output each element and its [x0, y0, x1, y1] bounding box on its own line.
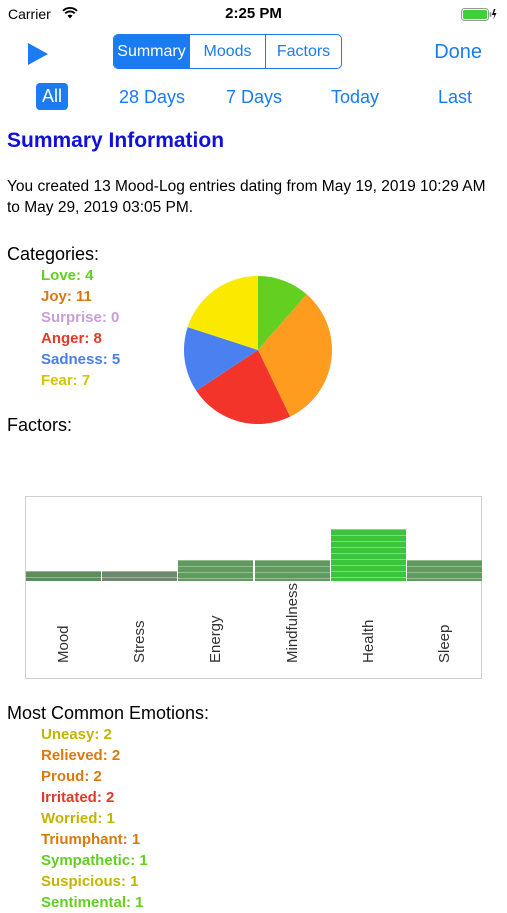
- emotion-item: Worried: 1: [41, 810, 115, 827]
- clock: 2:25 PM: [225, 5, 282, 22]
- range-tab-7-days[interactable]: 7 Days: [226, 87, 283, 107]
- factor-bar-stress: [102, 570, 178, 581]
- range-tab-28-days[interactable]: 28 Days: [119, 87, 186, 107]
- range-tab-last[interactable]: Last: [438, 87, 473, 107]
- factor-bar-health: [330, 528, 406, 581]
- emotion-list: Uneasy: 2 Relieved: 2 Proud: 2 Irritated: 2…: [41, 724, 148, 913]
- emotion-item: Proud: 2: [41, 768, 102, 785]
- factor-bar-mindfulness: [254, 560, 330, 581]
- pie-slice-sadness: [184, 327, 258, 391]
- range-tab-all[interactable]: All: [36, 83, 69, 110]
- toolbar: Summary Moods Factors Done: [0, 34, 507, 72]
- categories-heading: Categories:: [7, 244, 100, 264]
- view-segmented-control: Summary Moods Factors: [113, 34, 342, 69]
- emotion-item: Irritated: 2: [41, 789, 115, 806]
- range-tabs: All 28 Days 7 Days Today Last: [0, 83, 507, 115]
- pie-slice-anger: [196, 350, 291, 424]
- pie-slice-love: [258, 276, 307, 350]
- pie-slice-fear: [187, 276, 258, 350]
- emotion-item: Suspicious: 1: [41, 873, 139, 890]
- factor-bar-mood: [26, 570, 102, 581]
- summary-text: You created 13 Mood-Log entries dating f…: [7, 178, 486, 216]
- segment-factors[interactable]: Factors: [276, 42, 331, 60]
- emotion-item: Triumphant: 1: [41, 831, 141, 848]
- emotions-heading: Most Common Emotions:: [7, 703, 210, 723]
- done-button[interactable]: Done: [434, 41, 482, 63]
- category-item-surprise: Surprise: 0: [41, 309, 120, 326]
- segment-summary[interactable]: Summary: [114, 35, 190, 68]
- carrier-label: Carrier: [8, 6, 51, 22]
- category-item-fear: Fear: 7: [41, 372, 91, 389]
- wifi-icon: [62, 7, 78, 19]
- segment-moods[interactable]: Moods: [190, 35, 266, 68]
- category-pie-chart: [184, 276, 332, 424]
- emotion-item: Relieved: 2: [41, 747, 121, 764]
- range-tab-today[interactable]: Today: [331, 87, 380, 107]
- category-item-sadness: Sadness: 5: [41, 351, 121, 368]
- category-list: Love: 4 Joy: 11 Surprise: 0 Anger: 8 Sad…: [41, 265, 120, 391]
- battery-icon: [461, 8, 497, 21]
- pie-slice-joy: [258, 294, 332, 417]
- factor-tick-label: Mindfulness: [283, 582, 301, 663]
- emotion-item: Sentimental: 1: [41, 894, 144, 911]
- emotion-item: Sympathetic: 1: [41, 852, 148, 869]
- summary-title: Summary Information: [7, 129, 225, 152]
- factor-tick-label: Energy: [207, 615, 225, 663]
- factor-tick-label: Sleep: [435, 624, 453, 663]
- factor-tick-label: Stress: [131, 620, 149, 663]
- factor-bar-chart: Mood Stress Energy Mindfulness Health Sleep: [25, 496, 482, 679]
- factor-tick-label: Mood: [55, 625, 73, 663]
- factor-bar-sleep: [406, 560, 482, 581]
- factors-heading: Factors:: [7, 415, 73, 435]
- factor-tick-label: Health: [359, 619, 377, 663]
- category-item-joy: Joy: 11: [41, 288, 92, 305]
- status-bar: Carrier 2:25 PM: [0, 0, 507, 28]
- emotion-item: Uneasy: 2: [41, 726, 112, 743]
- play-icon[interactable]: [27, 43, 49, 65]
- factor-bar-energy: [178, 560, 254, 581]
- category-item-anger: Anger: 8: [41, 330, 102, 347]
- category-item-love: Love: 4: [41, 267, 94, 284]
